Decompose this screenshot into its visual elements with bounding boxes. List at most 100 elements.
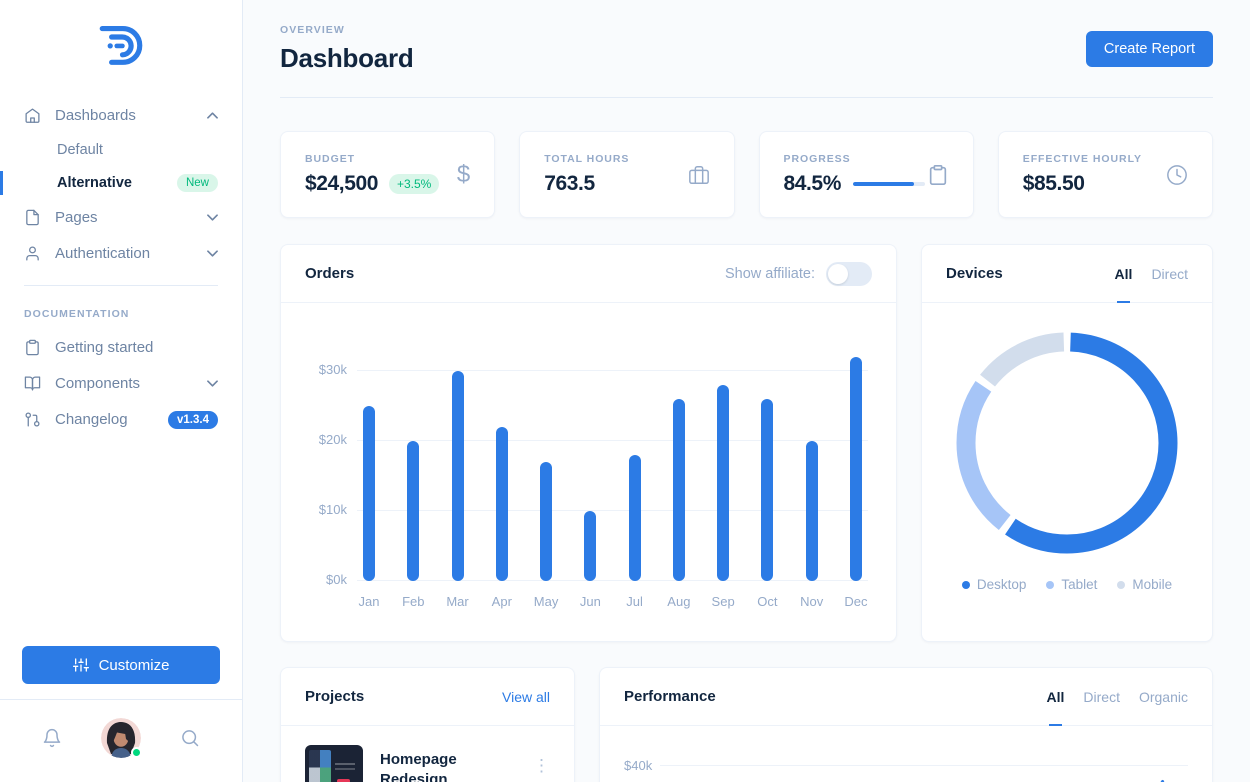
- bar-chart-plot: Jan Feb Mar Apr May Jun Jul Aug Sep Oct Nov Dec: [357, 336, 868, 609]
- create-report-button[interactable]: Create Report: [1085, 31, 1213, 67]
- sidebar-item-label: Pages: [55, 209, 98, 227]
- sidebar-item-label: Components: [55, 375, 141, 393]
- stat-card-body: PROGRESS 84.5%: [784, 153, 925, 196]
- stat-value: $85.50: [1022, 172, 1085, 195]
- thumbnail-text-lines: [335, 763, 355, 765]
- stat-card-total-hours: TOTAL HOURS 763.5: [519, 131, 735, 218]
- gridline-0: [357, 580, 868, 581]
- badge-v1-3-4: v1.3.4: [168, 410, 218, 429]
- legend-dot-tablet: [1046, 580, 1055, 589]
- briefcase-icon: [688, 164, 710, 186]
- ytick-label: $0k: [326, 572, 347, 587]
- sidebar-item-label: Dashboards: [55, 107, 136, 125]
- avatar[interactable]: [101, 718, 142, 758]
- xtick-label: May: [533, 594, 559, 609]
- search-icon[interactable]: [180, 728, 200, 748]
- gridline-30: [357, 370, 868, 371]
- sidebar-item-components[interactable]: Components: [0, 366, 242, 402]
- stat-card-budget: BUDGET $24,500 +3.5% $: [280, 131, 496, 218]
- donut-segment-tablet: [956, 332, 1178, 554]
- sidebar-item-authentication[interactable]: Authentication: [0, 236, 242, 272]
- stat-card-body: TOTAL HOURS 763.5: [544, 153, 629, 196]
- performance-tab-direct[interactable]: Direct: [1083, 688, 1120, 705]
- project-list-item[interactable]: Homepage Redesign ⋮: [281, 726, 574, 782]
- orders-bar-chart: $0k $10k $20k $30k Jan Feb Mar Apr May Jun Jul Aug S…: [305, 336, 876, 623]
- sidebar-item-pages[interactable]: Pages: [0, 200, 242, 236]
- view-all-link[interactable]: View all: [502, 688, 550, 705]
- performance-tab-organic[interactable]: Organic: [1138, 688, 1188, 705]
- xtick-label: Dec: [844, 594, 868, 609]
- bar-column-sep: Sep: [712, 336, 735, 609]
- clock-icon: [1166, 164, 1188, 186]
- user-icon: [24, 245, 42, 263]
- bar-column-aug: Aug: [667, 336, 690, 609]
- legend-item-mobile: Mobile: [1117, 577, 1172, 592]
- bar-column-nov: Nov: [800, 336, 823, 609]
- bar-column-apr: Apr: [492, 336, 512, 609]
- legend-dot-desktop: [961, 580, 970, 589]
- xtick-label: Feb: [402, 594, 425, 609]
- app-logo[interactable]: [91, 22, 151, 74]
- performance-tab-all[interactable]: All: [1047, 668, 1064, 726]
- stat-label: PROGRESS: [783, 153, 851, 165]
- bell-icon[interactable]: [42, 728, 62, 748]
- page-header: OVERVIEW Dashboard Create Report: [280, 0, 1213, 98]
- orders-card: Orders Show affiliate: $0k $10k $20k $30k Ja…: [280, 244, 897, 642]
- show-affiliate-toggle[interactable]: [826, 261, 872, 286]
- stat-card-progress: PROGRESS 84.5%: [758, 131, 974, 218]
- performance-ytick-label: $40k: [624, 758, 653, 773]
- sidebar-subitem-default[interactable]: Default: [0, 134, 242, 166]
- bar-feb: [407, 441, 420, 581]
- toggle-knob: [828, 263, 848, 284]
- sidebar-item-label: Authentication: [55, 245, 151, 263]
- xtick-label: Oct: [757, 594, 778, 609]
- online-status-dot: [131, 747, 142, 758]
- xtick-label: Nov: [800, 594, 824, 609]
- docs-section-label: DOCUMENTATION: [24, 307, 130, 320]
- stat-value-row: 763.5: [544, 172, 629, 196]
- sidebar-item-dashboards[interactable]: Dashboards: [0, 98, 242, 134]
- stat-label: EFFECTIVE HOURLY: [1022, 153, 1142, 165]
- xtick-label: Jul: [626, 594, 643, 609]
- sidebar-subitem-label: Default: [57, 141, 103, 158]
- sidebar-item-getting-started[interactable]: Getting started: [0, 330, 242, 366]
- sidebar-subitem-alternative[interactable]: Alternative New: [0, 166, 242, 200]
- sidebar-docs-nav: Getting started Components Changelog v1.3.4: [0, 330, 242, 438]
- thumbnail-button: [337, 779, 350, 782]
- performance-tabs: All Direct Organic: [1047, 668, 1188, 726]
- projects-card: Projects View all Homepage Redesign ⋮: [280, 667, 575, 782]
- sidebar: Dashboards Default Alternative New Pages Auth…: [0, 0, 243, 782]
- bar-column-may: May: [534, 336, 558, 609]
- performance-card-title: Performance: [624, 688, 716, 705]
- stat-value: 763.5: [544, 172, 595, 195]
- xtick-label: Apr: [491, 594, 512, 609]
- ytick-label: $20k: [318, 432, 347, 447]
- file-icon: [24, 209, 42, 227]
- bar-may: [540, 462, 553, 581]
- sidebar-item-label: Getting started: [55, 339, 154, 357]
- ytick-label: $10k: [318, 502, 347, 517]
- customize-button[interactable]: Customize: [22, 646, 220, 684]
- stat-delta-badge: +3.5%: [388, 174, 440, 194]
- stat-value-row: 84.5%: [784, 172, 925, 196]
- devices-legend: Desktop Tablet Mobile: [922, 577, 1212, 592]
- sidebar-divider: [24, 284, 218, 286]
- performance-line-chart: $40k: [624, 758, 1188, 782]
- bar-sep: [717, 385, 730, 581]
- dollar-icon: $: [456, 160, 471, 188]
- bar-nov: [805, 441, 818, 581]
- legend-label: Tablet: [1061, 577, 1098, 592]
- devices-tab-direct[interactable]: Direct: [1151, 265, 1188, 282]
- kebab-menu-icon[interactable]: ⋮: [533, 756, 550, 775]
- bottom-row: Projects View all Homepage Redesign ⋮ Pe…: [280, 667, 1213, 782]
- xtick-label: Sep: [711, 594, 735, 609]
- sidebar-subitem-label: Alternative: [57, 174, 132, 191]
- clipboard-icon: [927, 164, 949, 186]
- stat-card-effective-hourly: EFFECTIVE HOURLY $85.50: [997, 131, 1213, 218]
- bar-column-feb: Feb: [402, 336, 424, 609]
- bar-mar: [451, 371, 464, 581]
- sidebar-item-changelog[interactable]: Changelog v1.3.4: [0, 402, 242, 438]
- stat-label: TOTAL HOURS: [544, 153, 630, 165]
- devices-tab-all[interactable]: All: [1115, 245, 1132, 303]
